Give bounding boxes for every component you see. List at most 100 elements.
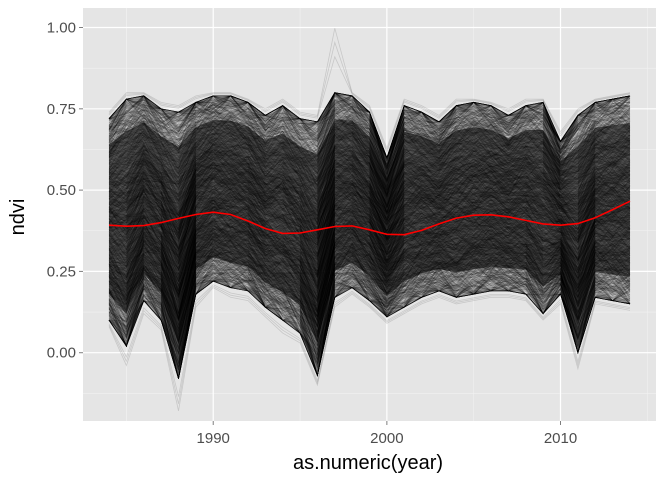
- pixel-series-line: [108, 92, 631, 163]
- outlier-series-line: [108, 41, 631, 152]
- pixel-series-line: [108, 93, 631, 172]
- pixel-series-line: [108, 91, 631, 169]
- pixel-series-line: [108, 267, 631, 377]
- pixel-series-line: [108, 261, 631, 369]
- pixel-series-line: [108, 266, 631, 363]
- pixel-series-line: [108, 95, 631, 159]
- pixel-series-line: [108, 269, 631, 365]
- pixel-series-line: [108, 113, 631, 181]
- pixel-series-line: [108, 97, 631, 159]
- pixel-series-line: [108, 95, 631, 168]
- pixel-series-line: [108, 95, 631, 179]
- pixel-series-line: [108, 279, 631, 363]
- pixel-series-line: [108, 276, 631, 379]
- pixel-series-line: [108, 271, 631, 379]
- pixel-series-line: [108, 92, 631, 165]
- pixel-series-line: [108, 108, 631, 183]
- pixel-series-line: [108, 264, 631, 379]
- pixel-series-line: [108, 277, 631, 379]
- pixel-series-line: [108, 96, 631, 167]
- pixel-series-line: [108, 94, 631, 159]
- pixel-series-line: [108, 266, 631, 379]
- pixel-series-line: [108, 271, 631, 376]
- pixel-series-line: [108, 261, 631, 361]
- pixel-series-line: [108, 95, 631, 161]
- pixel-series-line: [108, 277, 631, 379]
- pixel-series-line: [108, 264, 631, 377]
- pixel-series-line: [108, 251, 631, 357]
- pixel-series-line: [108, 275, 631, 375]
- pixel-series-line: [108, 93, 631, 159]
- pixel-series-line: [108, 95, 631, 167]
- pixel-series-line: [108, 273, 631, 378]
- pixel-series-line: [108, 269, 631, 377]
- pixel-series-line: [108, 92, 631, 161]
- pixel-series-line: [108, 95, 631, 173]
- pixel-series-line: [108, 268, 631, 377]
- pixel-series-line: [108, 92, 631, 168]
- pixel-series-line: [108, 93, 631, 159]
- pixel-series-line: [108, 268, 631, 377]
- pixel-series-line: [108, 254, 631, 351]
- pixel-series-line: [108, 259, 631, 372]
- pixel-series-line: [108, 105, 631, 189]
- pixel-series-line: [108, 268, 631, 376]
- pixel-series-line: [108, 92, 631, 159]
- series-density-band: [109, 119, 630, 345]
- pixel-series-line: [108, 277, 631, 379]
- outlier-series-line: [108, 55, 631, 154]
- pixel-series-line: [108, 98, 631, 177]
- pixel-series-line: [108, 95, 631, 177]
- x-tick-label: 1990: [197, 430, 230, 447]
- pixel-series-line: [108, 101, 631, 173]
- pixel-series-line: [108, 256, 631, 369]
- pixel-series-line: [108, 253, 631, 352]
- pixel-series-line: [108, 95, 631, 159]
- pixel-series-line: [108, 92, 631, 159]
- pixel-series-line: [108, 98, 631, 161]
- pixel-series-line: [108, 272, 631, 368]
- pixel-series-line: [108, 254, 631, 350]
- pixel-series-line: [108, 95, 631, 159]
- pixel-series-line: [108, 271, 631, 378]
- pixel-series-line: [108, 275, 631, 356]
- pixel-series-line: [108, 243, 631, 321]
- pixel-series-line: [108, 95, 631, 174]
- pixel-series-line: [108, 92, 631, 171]
- pixel-series-line: [108, 257, 631, 377]
- pixel-series-line: [108, 92, 631, 177]
- y-axis-ticks: 0.00 0.25 0.50 0.75 1.00: [47, 20, 83, 362]
- pixel-series-line: [108, 247, 631, 351]
- pixel-series-line: [108, 92, 631, 159]
- pixel-series-line: [108, 267, 631, 379]
- pixel-series-line: [108, 92, 631, 167]
- pixel-series-line: [108, 249, 631, 361]
- pixel-series-line: [108, 257, 631, 356]
- pixel-series-line: [108, 254, 631, 375]
- pixel-series-line: [108, 92, 631, 159]
- pixel-series-line: [108, 92, 631, 159]
- pixel-series-line: [108, 271, 631, 379]
- pixel-series-line: [108, 265, 631, 379]
- pixel-series-line: [108, 268, 631, 379]
- pixel-series-line: [108, 280, 631, 369]
- pixel-series-line: [108, 92, 631, 159]
- pixel-series-line: [108, 242, 631, 342]
- pixel-series-line: [108, 92, 631, 162]
- pixel-series-line: [108, 92, 631, 174]
- pixel-series-line: [108, 266, 631, 377]
- pixel-series-line: [108, 271, 631, 370]
- pixel-series-line: [109, 265, 631, 368]
- pixel-series-line: [108, 269, 631, 371]
- pixel-series-line: [108, 262, 631, 376]
- pixel-series-line: [108, 92, 631, 161]
- pixel-series-line: [108, 252, 631, 343]
- pixel-series-line: [108, 95, 631, 159]
- pixel-series-line: [108, 92, 631, 160]
- pixel-series-line: [108, 94, 631, 159]
- pixel-series-line: [108, 94, 631, 168]
- pixel-series-line: [108, 273, 631, 379]
- pixel-series-line: [108, 250, 631, 346]
- pixel-series-line: [108, 92, 631, 159]
